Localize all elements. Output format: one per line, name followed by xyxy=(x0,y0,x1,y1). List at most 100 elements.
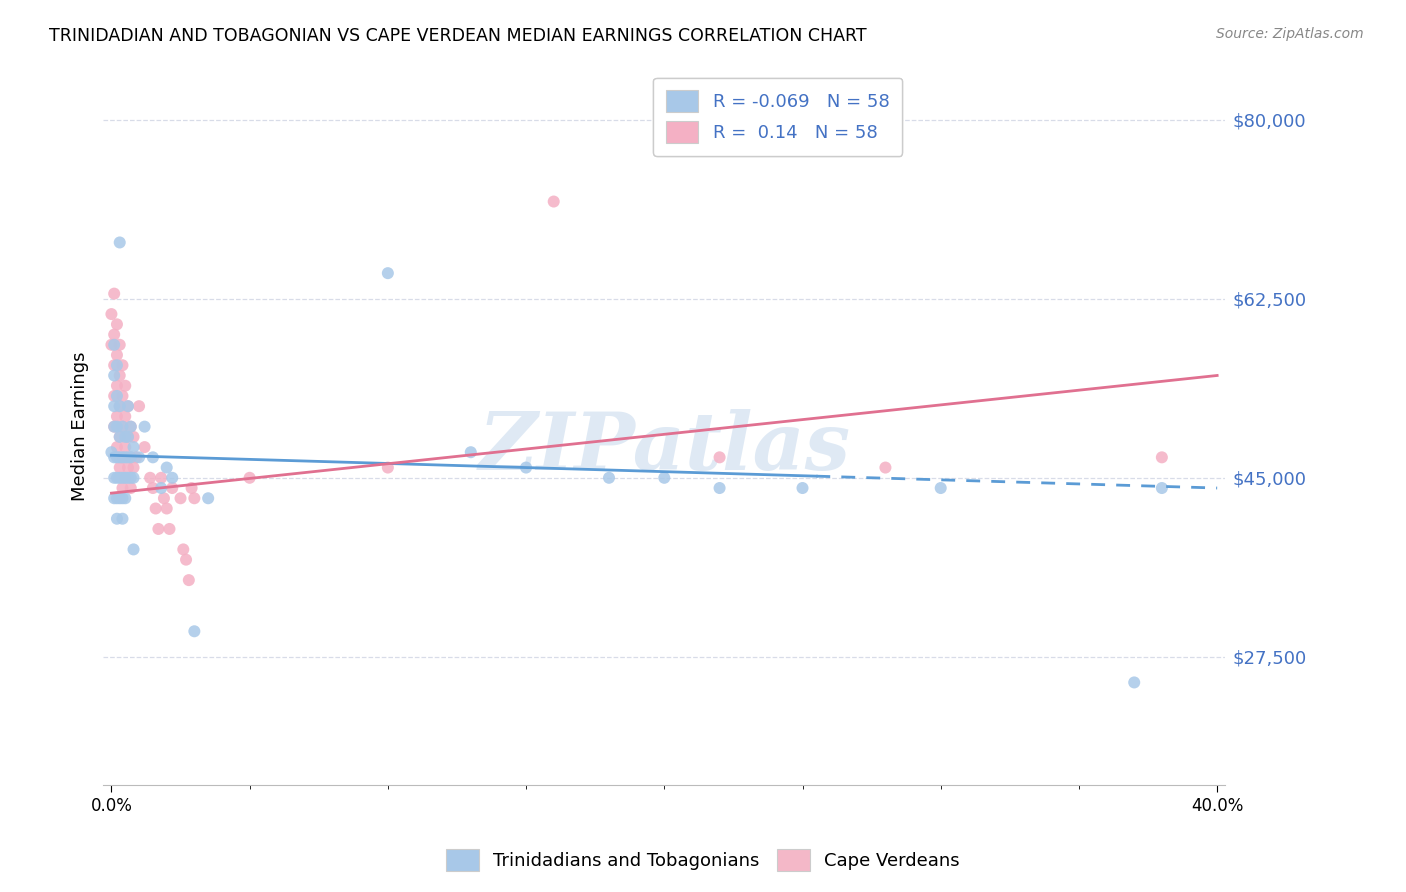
Text: Source: ZipAtlas.com: Source: ZipAtlas.com xyxy=(1216,27,1364,41)
Point xyxy=(377,460,399,475)
Point xyxy=(652,471,675,485)
Point xyxy=(103,399,125,413)
Point xyxy=(172,542,194,557)
Point xyxy=(103,419,125,434)
Point xyxy=(103,327,125,342)
Point xyxy=(111,491,134,506)
Point xyxy=(111,358,134,372)
Point xyxy=(122,460,145,475)
Point xyxy=(108,399,131,413)
Point xyxy=(183,491,205,506)
Point xyxy=(117,399,139,413)
Point xyxy=(108,491,131,506)
Point xyxy=(108,430,131,444)
Point xyxy=(108,471,131,485)
Legend: R = -0.069   N = 58, R =  0.14   N = 58: R = -0.069 N = 58, R = 0.14 N = 58 xyxy=(654,78,903,156)
Point xyxy=(100,307,122,321)
Point xyxy=(128,399,150,413)
Point xyxy=(134,440,156,454)
Text: TRINIDADIAN AND TOBAGONIAN VS CAPE VERDEAN MEDIAN EARNINGS CORRELATION CHART: TRINIDADIAN AND TOBAGONIAN VS CAPE VERDE… xyxy=(49,27,868,45)
Point xyxy=(114,440,136,454)
Point xyxy=(377,266,399,280)
Point xyxy=(515,460,537,475)
Y-axis label: Median Earnings: Median Earnings xyxy=(72,351,89,501)
Point xyxy=(108,460,131,475)
Point xyxy=(114,378,136,392)
Point xyxy=(114,471,136,485)
Point xyxy=(103,450,125,465)
Point xyxy=(122,542,145,557)
Point xyxy=(105,419,128,434)
Point xyxy=(105,348,128,362)
Point xyxy=(150,471,173,485)
Point xyxy=(100,338,122,352)
Point xyxy=(105,440,128,454)
Point xyxy=(114,409,136,424)
Point xyxy=(105,378,128,392)
Point xyxy=(103,389,125,403)
Point xyxy=(174,552,197,566)
Point xyxy=(134,419,156,434)
Point xyxy=(162,471,184,485)
Point xyxy=(120,450,142,465)
Point xyxy=(105,358,128,372)
Point xyxy=(105,389,128,403)
Point xyxy=(122,430,145,444)
Point xyxy=(159,522,181,536)
Point xyxy=(105,471,128,485)
Point xyxy=(122,471,145,485)
Point xyxy=(120,419,142,434)
Point xyxy=(1123,675,1146,690)
Point xyxy=(114,450,136,465)
Point xyxy=(114,430,136,444)
Point xyxy=(111,389,134,403)
Point xyxy=(120,450,142,465)
Point xyxy=(598,471,620,485)
Point xyxy=(105,318,128,332)
Point xyxy=(169,491,191,506)
Point xyxy=(792,481,814,495)
Point xyxy=(103,419,125,434)
Point xyxy=(183,624,205,639)
Point xyxy=(117,399,139,413)
Point xyxy=(108,368,131,383)
Point xyxy=(177,573,200,587)
Point xyxy=(111,512,134,526)
Point xyxy=(117,430,139,444)
Point xyxy=(103,471,125,485)
Point xyxy=(156,501,179,516)
Point xyxy=(125,450,148,465)
Point xyxy=(120,471,142,485)
Point xyxy=(103,368,125,383)
Point xyxy=(460,445,482,459)
Point xyxy=(111,450,134,465)
Point xyxy=(156,460,179,475)
Point xyxy=(114,491,136,506)
Point xyxy=(103,358,125,372)
Point xyxy=(117,471,139,485)
Point xyxy=(111,481,134,495)
Point xyxy=(875,460,897,475)
Point xyxy=(114,471,136,485)
Point xyxy=(148,522,170,536)
Point xyxy=(108,399,131,413)
Point xyxy=(153,491,176,506)
Point xyxy=(543,194,565,209)
Point xyxy=(111,471,134,485)
Point xyxy=(180,481,202,495)
Point xyxy=(929,481,952,495)
Point xyxy=(709,481,731,495)
Point xyxy=(1150,481,1173,495)
Point xyxy=(122,440,145,454)
Point xyxy=(103,338,125,352)
Point xyxy=(197,491,219,506)
Point xyxy=(142,481,165,495)
Point xyxy=(111,450,134,465)
Point xyxy=(103,286,125,301)
Point xyxy=(145,501,167,516)
Point xyxy=(128,450,150,465)
Point xyxy=(105,409,128,424)
Point xyxy=(108,450,131,465)
Point xyxy=(108,430,131,444)
Point xyxy=(150,481,173,495)
